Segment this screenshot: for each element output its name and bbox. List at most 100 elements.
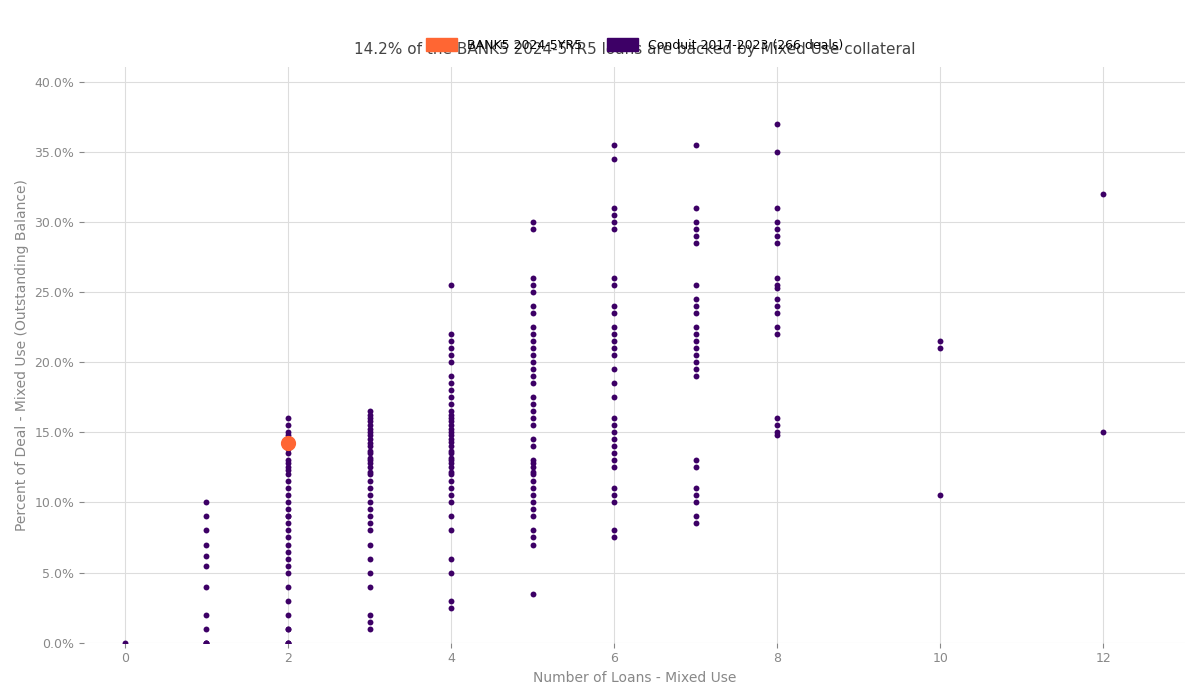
Point <box>278 511 298 522</box>
Point <box>523 342 542 354</box>
Point <box>686 349 706 360</box>
Point <box>278 637 298 648</box>
Point <box>278 609 298 620</box>
Point <box>523 490 542 501</box>
Point <box>197 550 216 561</box>
Point <box>768 300 787 312</box>
Point <box>768 427 787 438</box>
Point <box>360 553 379 564</box>
Point <box>278 412 298 423</box>
Point <box>523 420 542 431</box>
Point <box>360 434 379 445</box>
Point <box>278 465 298 476</box>
Point <box>360 452 379 463</box>
Point <box>605 139 624 150</box>
Point <box>686 490 706 501</box>
Point <box>605 525 624 536</box>
Point <box>686 293 706 304</box>
Point <box>768 223 787 235</box>
Point <box>197 539 216 550</box>
Point <box>686 483 706 494</box>
Point <box>360 581 379 592</box>
Point <box>278 448 298 459</box>
Point <box>442 469 461 480</box>
Point <box>686 455 706 466</box>
Point <box>686 462 706 473</box>
Point <box>197 525 216 536</box>
Point <box>360 616 379 627</box>
Point <box>442 370 461 382</box>
Point <box>605 342 624 354</box>
Point <box>278 497 298 508</box>
Point <box>360 424 379 435</box>
Point <box>360 445 379 456</box>
Point <box>360 490 379 501</box>
Point <box>360 427 379 438</box>
X-axis label: Number of Loans - Mixed Use: Number of Loans - Mixed Use <box>533 671 737 685</box>
Point <box>360 412 379 423</box>
Point <box>523 405 542 416</box>
Point <box>278 458 298 469</box>
Point <box>686 335 706 346</box>
Point <box>278 469 298 480</box>
Point <box>197 581 216 592</box>
Point <box>605 153 624 164</box>
Point <box>768 412 787 423</box>
Point <box>442 483 461 494</box>
Point <box>768 118 787 130</box>
Point <box>442 424 461 435</box>
Point <box>768 321 787 332</box>
Point <box>278 434 298 445</box>
Point <box>686 216 706 228</box>
Point <box>523 458 542 469</box>
Y-axis label: Percent of Deal - Mixed Use (Outstanding Balance): Percent of Deal - Mixed Use (Outstanding… <box>14 179 29 531</box>
Point <box>278 595 298 606</box>
Point <box>278 553 298 564</box>
Point <box>278 462 298 473</box>
Point <box>523 279 542 290</box>
Point <box>442 458 461 469</box>
Point <box>523 476 542 487</box>
Point <box>278 438 298 449</box>
Point <box>278 430 298 441</box>
Point <box>605 202 624 214</box>
Point <box>197 609 216 620</box>
Point <box>442 452 461 463</box>
Point <box>523 511 542 522</box>
Point <box>442 455 461 466</box>
Point <box>278 420 298 431</box>
Point <box>605 279 624 290</box>
Point <box>931 335 950 346</box>
Point <box>768 420 787 431</box>
Point <box>442 567 461 578</box>
Point <box>197 623 216 634</box>
Point <box>442 384 461 395</box>
Point <box>686 342 706 354</box>
Point <box>686 363 706 374</box>
Point <box>686 321 706 332</box>
Point <box>442 434 461 445</box>
Point <box>523 356 542 368</box>
Point <box>605 335 624 346</box>
Point <box>442 342 461 354</box>
Point <box>523 497 542 508</box>
Point <box>523 525 542 536</box>
Point <box>686 370 706 382</box>
Point <box>278 539 298 550</box>
Point <box>442 398 461 409</box>
Point <box>768 328 787 339</box>
Point <box>442 448 461 459</box>
Point <box>768 237 787 248</box>
Point <box>686 237 706 248</box>
Point <box>686 356 706 368</box>
Point <box>442 430 461 441</box>
Point <box>278 637 298 648</box>
Point <box>360 525 379 536</box>
Point <box>197 637 216 648</box>
Point <box>523 370 542 382</box>
Point <box>442 462 461 473</box>
Point <box>442 356 461 368</box>
Point <box>768 279 787 290</box>
Point <box>523 328 542 339</box>
Point <box>278 567 298 578</box>
